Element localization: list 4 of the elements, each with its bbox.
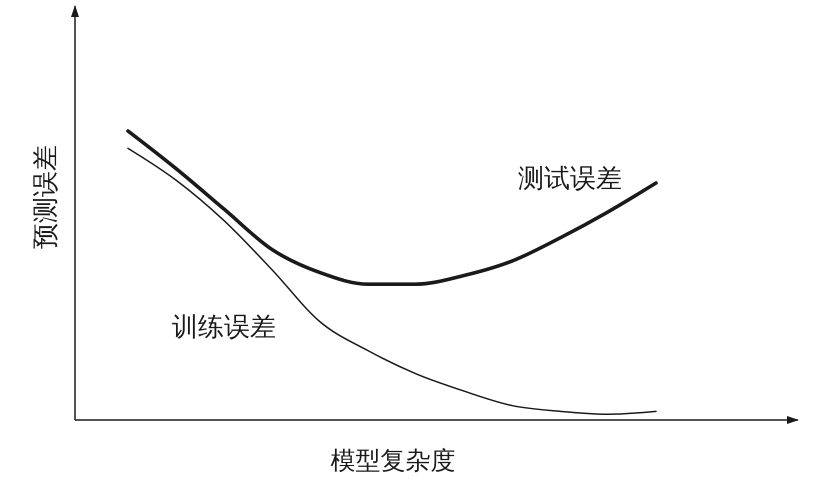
series-label: 测试误差 — [518, 164, 622, 194]
y-axis-title: 预测误差 — [31, 145, 62, 249]
x-axis-title: 模型复杂度 — [330, 446, 456, 475]
series-label: 训练误差 — [172, 312, 276, 343]
